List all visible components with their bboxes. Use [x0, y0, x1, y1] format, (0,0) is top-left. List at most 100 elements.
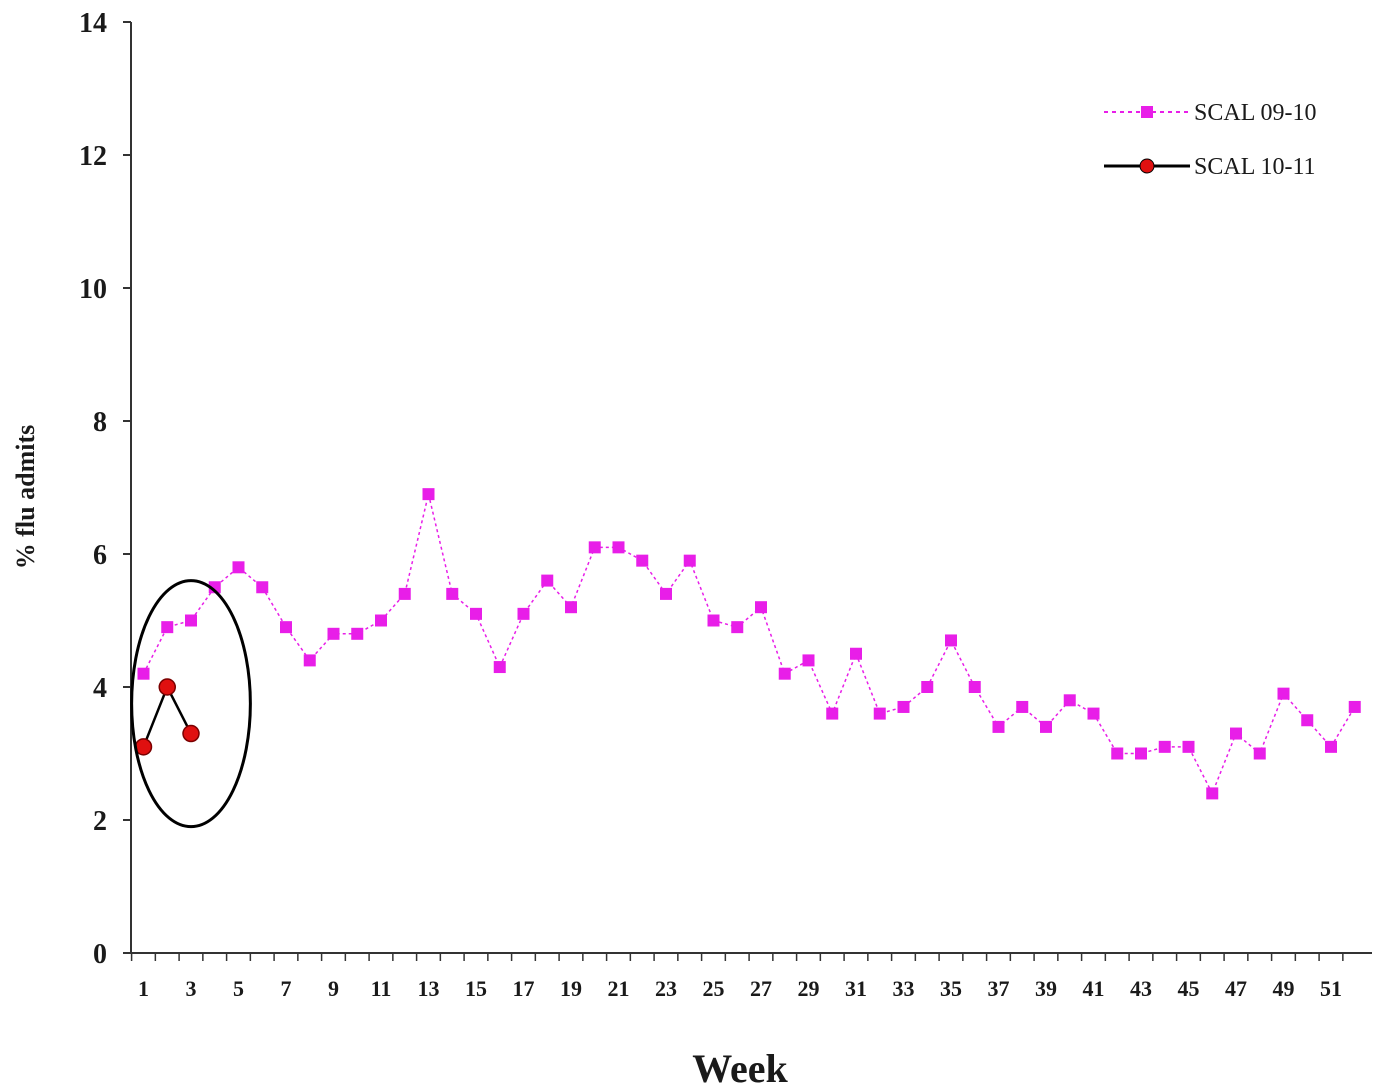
legend-marker-scal-10-11: [1139, 158, 1155, 174]
legend-item-scal-09-10: SCAL 09-10: [1104, 100, 1316, 126]
legend-marker-scal-09-10: [1141, 106, 1153, 118]
data-point-square: [755, 601, 767, 614]
data-point-square: [588, 541, 601, 554]
data-point-square: [541, 574, 554, 587]
data-point-square: [873, 707, 886, 720]
data-point-square: [565, 601, 577, 614]
legend-item-scal-10-11: SCAL 10-11: [1104, 154, 1316, 180]
data-point-square: [945, 634, 957, 647]
x-tick-label: 17: [513, 976, 535, 1001]
series-scal-09-10: [137, 488, 1361, 800]
data-point-square: [1301, 714, 1314, 727]
series-scal-10-11: [134, 678, 200, 756]
series-line: [142, 493, 1356, 796]
data-point-square: [327, 627, 340, 640]
x-tick-label: 43: [1130, 976, 1152, 1001]
data-point-square: [897, 700, 910, 713]
data-point-square: [1182, 740, 1195, 753]
data-point-square: [612, 541, 625, 554]
data-point-square: [1158, 740, 1171, 753]
x-tick-label: 39: [1035, 976, 1057, 1001]
legend-label-scal-10-11: SCAL 10-11: [1194, 154, 1316, 180]
x-tick-label: 5: [233, 976, 244, 1001]
data-point-square: [185, 614, 197, 627]
data-point-square: [1111, 747, 1124, 760]
data-point-square: [731, 621, 744, 634]
data-point-circle: [134, 738, 153, 756]
data-point-square: [921, 681, 934, 693]
data-point-square: [1063, 694, 1076, 707]
x-tick-label: 21: [608, 976, 630, 1001]
data-point-square: [422, 488, 435, 501]
data-point-square: [446, 587, 459, 600]
annotation-layer: [130, 579, 252, 829]
data-point-square: [1230, 727, 1242, 740]
y-tick-label: 8: [93, 407, 107, 438]
x-tick-label: 45: [1178, 976, 1200, 1001]
data-point-square: [802, 654, 815, 667]
data-point-square: [256, 581, 269, 594]
data-point-square: [398, 587, 411, 600]
data-point-square: [1253, 747, 1266, 760]
x-axis-title: Week: [692, 1046, 788, 1089]
x-tick-label: 11: [371, 976, 392, 1001]
y-tick-label: 4: [93, 673, 107, 704]
data-point-square: [992, 720, 1005, 733]
x-tick-label: 13: [418, 976, 440, 1001]
data-point-square: [1325, 740, 1337, 753]
x-tick-label: 29: [798, 976, 820, 1001]
y-axis-ticks: 0 2 4 6 8 10 12 14: [79, 8, 131, 970]
data-point-square: [1040, 720, 1052, 733]
data-point-square: [1277, 687, 1290, 700]
data-point-circle: [182, 724, 200, 743]
data-point-square: [660, 587, 672, 600]
data-point-square: [232, 561, 245, 574]
data-point-square: [1087, 707, 1100, 720]
x-tick-label: 31: [845, 976, 867, 1001]
x-axis-ticks: 1 3 5 7 9 11 13 15 17 19 21 23 25 27 29 31 33 35 37 39 41 43 4…: [130, 953, 1344, 1001]
legend-label-scal-09-10: SCAL 09-10: [1194, 100, 1316, 126]
data-point-square: [280, 621, 292, 634]
y-tick-label: 0: [93, 939, 107, 970]
data-point-square: [517, 607, 530, 620]
data-point-square: [375, 614, 387, 627]
y-tick-label: 12: [79, 141, 107, 172]
x-tick-label: 3: [186, 976, 197, 1001]
x-tick-label: 1: [138, 976, 149, 1001]
axes: [130, 22, 1372, 954]
x-tick-label: 35: [940, 976, 962, 1001]
data-point-circle: [158, 678, 176, 696]
y-axis-title: % flu admits: [11, 425, 40, 569]
data-point-square: [683, 554, 696, 567]
y-tick-label: 14: [79, 8, 107, 39]
data-point-square: [1135, 747, 1147, 760]
x-tick-label: 49: [1273, 976, 1295, 1001]
data-point-square: [470, 607, 482, 620]
data-point-square: [1206, 787, 1219, 800]
y-tick-label: 10: [79, 274, 107, 305]
x-tick-label: 9: [328, 976, 339, 1001]
data-point-square: [1016, 700, 1029, 713]
data-point-square: [303, 654, 316, 667]
x-tick-label: 25: [703, 976, 725, 1001]
legend: SCAL 09-10 SCAL 10-11: [1104, 100, 1316, 180]
data-point-square: [826, 707, 839, 720]
data-point-square: [137, 667, 150, 680]
data-point-square: [1348, 700, 1361, 713]
data-point-square: [636, 554, 649, 567]
data-point-square: [161, 621, 174, 634]
x-tick-label: 33: [893, 976, 915, 1001]
x-tick-label: 23: [655, 976, 677, 1001]
data-point-square: [351, 627, 364, 640]
x-tick-label: 37: [988, 976, 1010, 1001]
y-tick-label: 6: [93, 540, 107, 571]
x-tick-label: 27: [750, 976, 772, 1001]
data-point-square: [778, 667, 791, 680]
x-tick-label: 47: [1225, 976, 1247, 1001]
highlight-ellipse: [130, 579, 252, 829]
x-tick-label: 41: [1083, 976, 1105, 1001]
data-point-square: [707, 614, 720, 627]
y-tick-label: 2: [93, 806, 107, 837]
data-point-square: [968, 681, 981, 693]
